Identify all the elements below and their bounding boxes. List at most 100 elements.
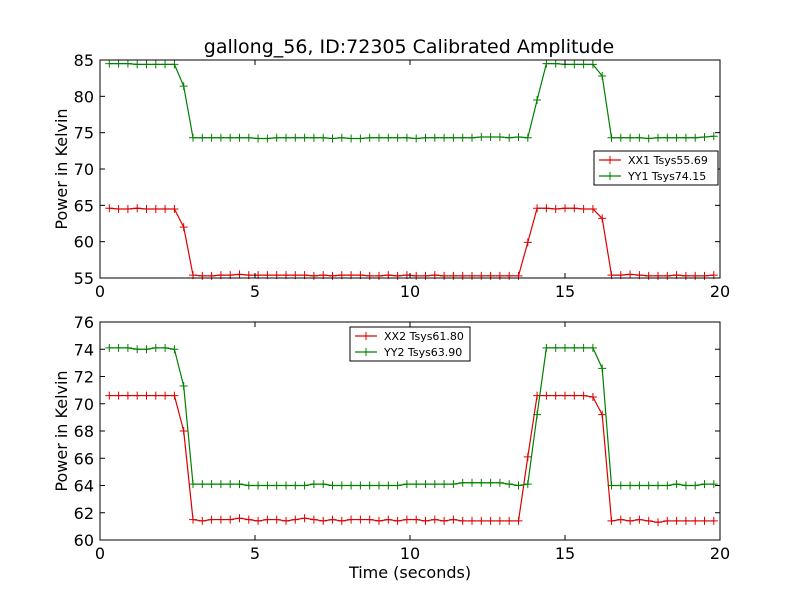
data-point: [123, 343, 132, 352]
data-point: [542, 343, 551, 352]
data-point: [644, 481, 653, 490]
data-point: [337, 516, 346, 525]
y-tick-label: 74: [74, 340, 94, 359]
data-point: [393, 516, 402, 525]
data-point: [161, 343, 170, 352]
data-point: [588, 204, 597, 213]
data-point: [607, 133, 616, 142]
data-point: [654, 481, 662, 490]
data-point: [309, 480, 318, 489]
data-point: [551, 343, 560, 352]
legend-entry: YY2 Tsys63.90: [383, 346, 462, 359]
data-point: [542, 59, 551, 68]
data-point: [449, 480, 458, 489]
data-point: [523, 238, 532, 247]
data-point: [635, 133, 644, 142]
data-point: [365, 133, 374, 142]
data-point: [477, 516, 486, 525]
data-point: [561, 204, 569, 213]
data-point: [607, 481, 616, 490]
data-point: [570, 343, 579, 352]
data-point: [123, 391, 132, 400]
data-point: [142, 204, 151, 213]
data-point: [105, 391, 114, 400]
data-point: [430, 133, 439, 142]
data-point: [607, 516, 616, 525]
data-point: [216, 480, 225, 489]
data-point: [412, 515, 421, 524]
data-point: [254, 481, 263, 490]
data-point: [709, 132, 718, 141]
data-point: [226, 515, 235, 524]
data-point: [123, 204, 132, 213]
y-tick-label: 68: [74, 422, 94, 441]
data-point: [626, 270, 635, 279]
y-tick-label: 66: [74, 449, 94, 468]
data-point: [133, 204, 142, 213]
data-point: [254, 516, 263, 525]
y-tick-label: 55: [74, 269, 94, 288]
data-point: [365, 515, 374, 524]
data-point: [226, 480, 235, 489]
series-0-1: [105, 59, 718, 143]
data-point: [207, 480, 216, 489]
data-point: [254, 134, 263, 143]
series-1-0: [105, 391, 718, 527]
data-point: [635, 515, 644, 524]
data-point: [263, 134, 272, 143]
data-point: [356, 515, 365, 524]
data-point: [505, 133, 514, 142]
data-point: [681, 481, 690, 490]
data-point: [189, 133, 197, 142]
data-point: [375, 516, 383, 525]
data-point: [588, 343, 597, 352]
data-point: [626, 133, 635, 142]
series-0-0: [105, 204, 718, 280]
data-point: [654, 133, 662, 142]
data-point: [598, 410, 607, 419]
x-tick-label: 20: [710, 282, 730, 301]
data-point: [170, 391, 179, 400]
data-point: [282, 516, 290, 525]
data-point: [551, 59, 560, 68]
data-point: [579, 391, 588, 400]
data-point: [468, 516, 476, 525]
data-point: [449, 133, 458, 142]
data-point: [179, 223, 188, 232]
data-point: [542, 204, 551, 213]
figure-title: gallong_56, ID:72305 Calibrated Amplitud…: [204, 36, 614, 58]
data-point: [672, 516, 681, 525]
data-point: [486, 133, 495, 142]
data-point: [356, 134, 365, 143]
y-tick-label: 75: [74, 124, 94, 143]
data-point: [328, 134, 337, 143]
x-tick-label: 5: [250, 544, 260, 563]
data-point: [384, 515, 393, 524]
data-point: [123, 59, 132, 68]
y-tick-label: 70: [74, 395, 94, 414]
data-point: [672, 133, 681, 142]
data-point: [412, 134, 421, 143]
y-tick-label: 85: [74, 51, 94, 70]
data-point: [533, 204, 542, 213]
y-axis-label: Power in Kelvin: [52, 370, 71, 491]
data-point: [375, 133, 383, 142]
data-point: [691, 481, 700, 490]
x-axis-label: Time (seconds): [348, 563, 471, 582]
data-point: [551, 204, 560, 213]
data-point: [291, 481, 300, 490]
data-point: [440, 133, 449, 142]
x-tick-label: 5: [250, 282, 260, 301]
data-point: [337, 133, 346, 142]
data-point: [486, 478, 495, 487]
data-point: [282, 481, 290, 490]
data-point: [533, 95, 542, 104]
data-point: [272, 133, 281, 142]
data-point: [663, 133, 672, 142]
legend-entry: XX1 Tsys55.69: [628, 154, 708, 167]
data-point: [263, 481, 272, 490]
data-point: [133, 345, 142, 354]
legend-marker: [606, 172, 614, 180]
data-point: [681, 133, 690, 142]
